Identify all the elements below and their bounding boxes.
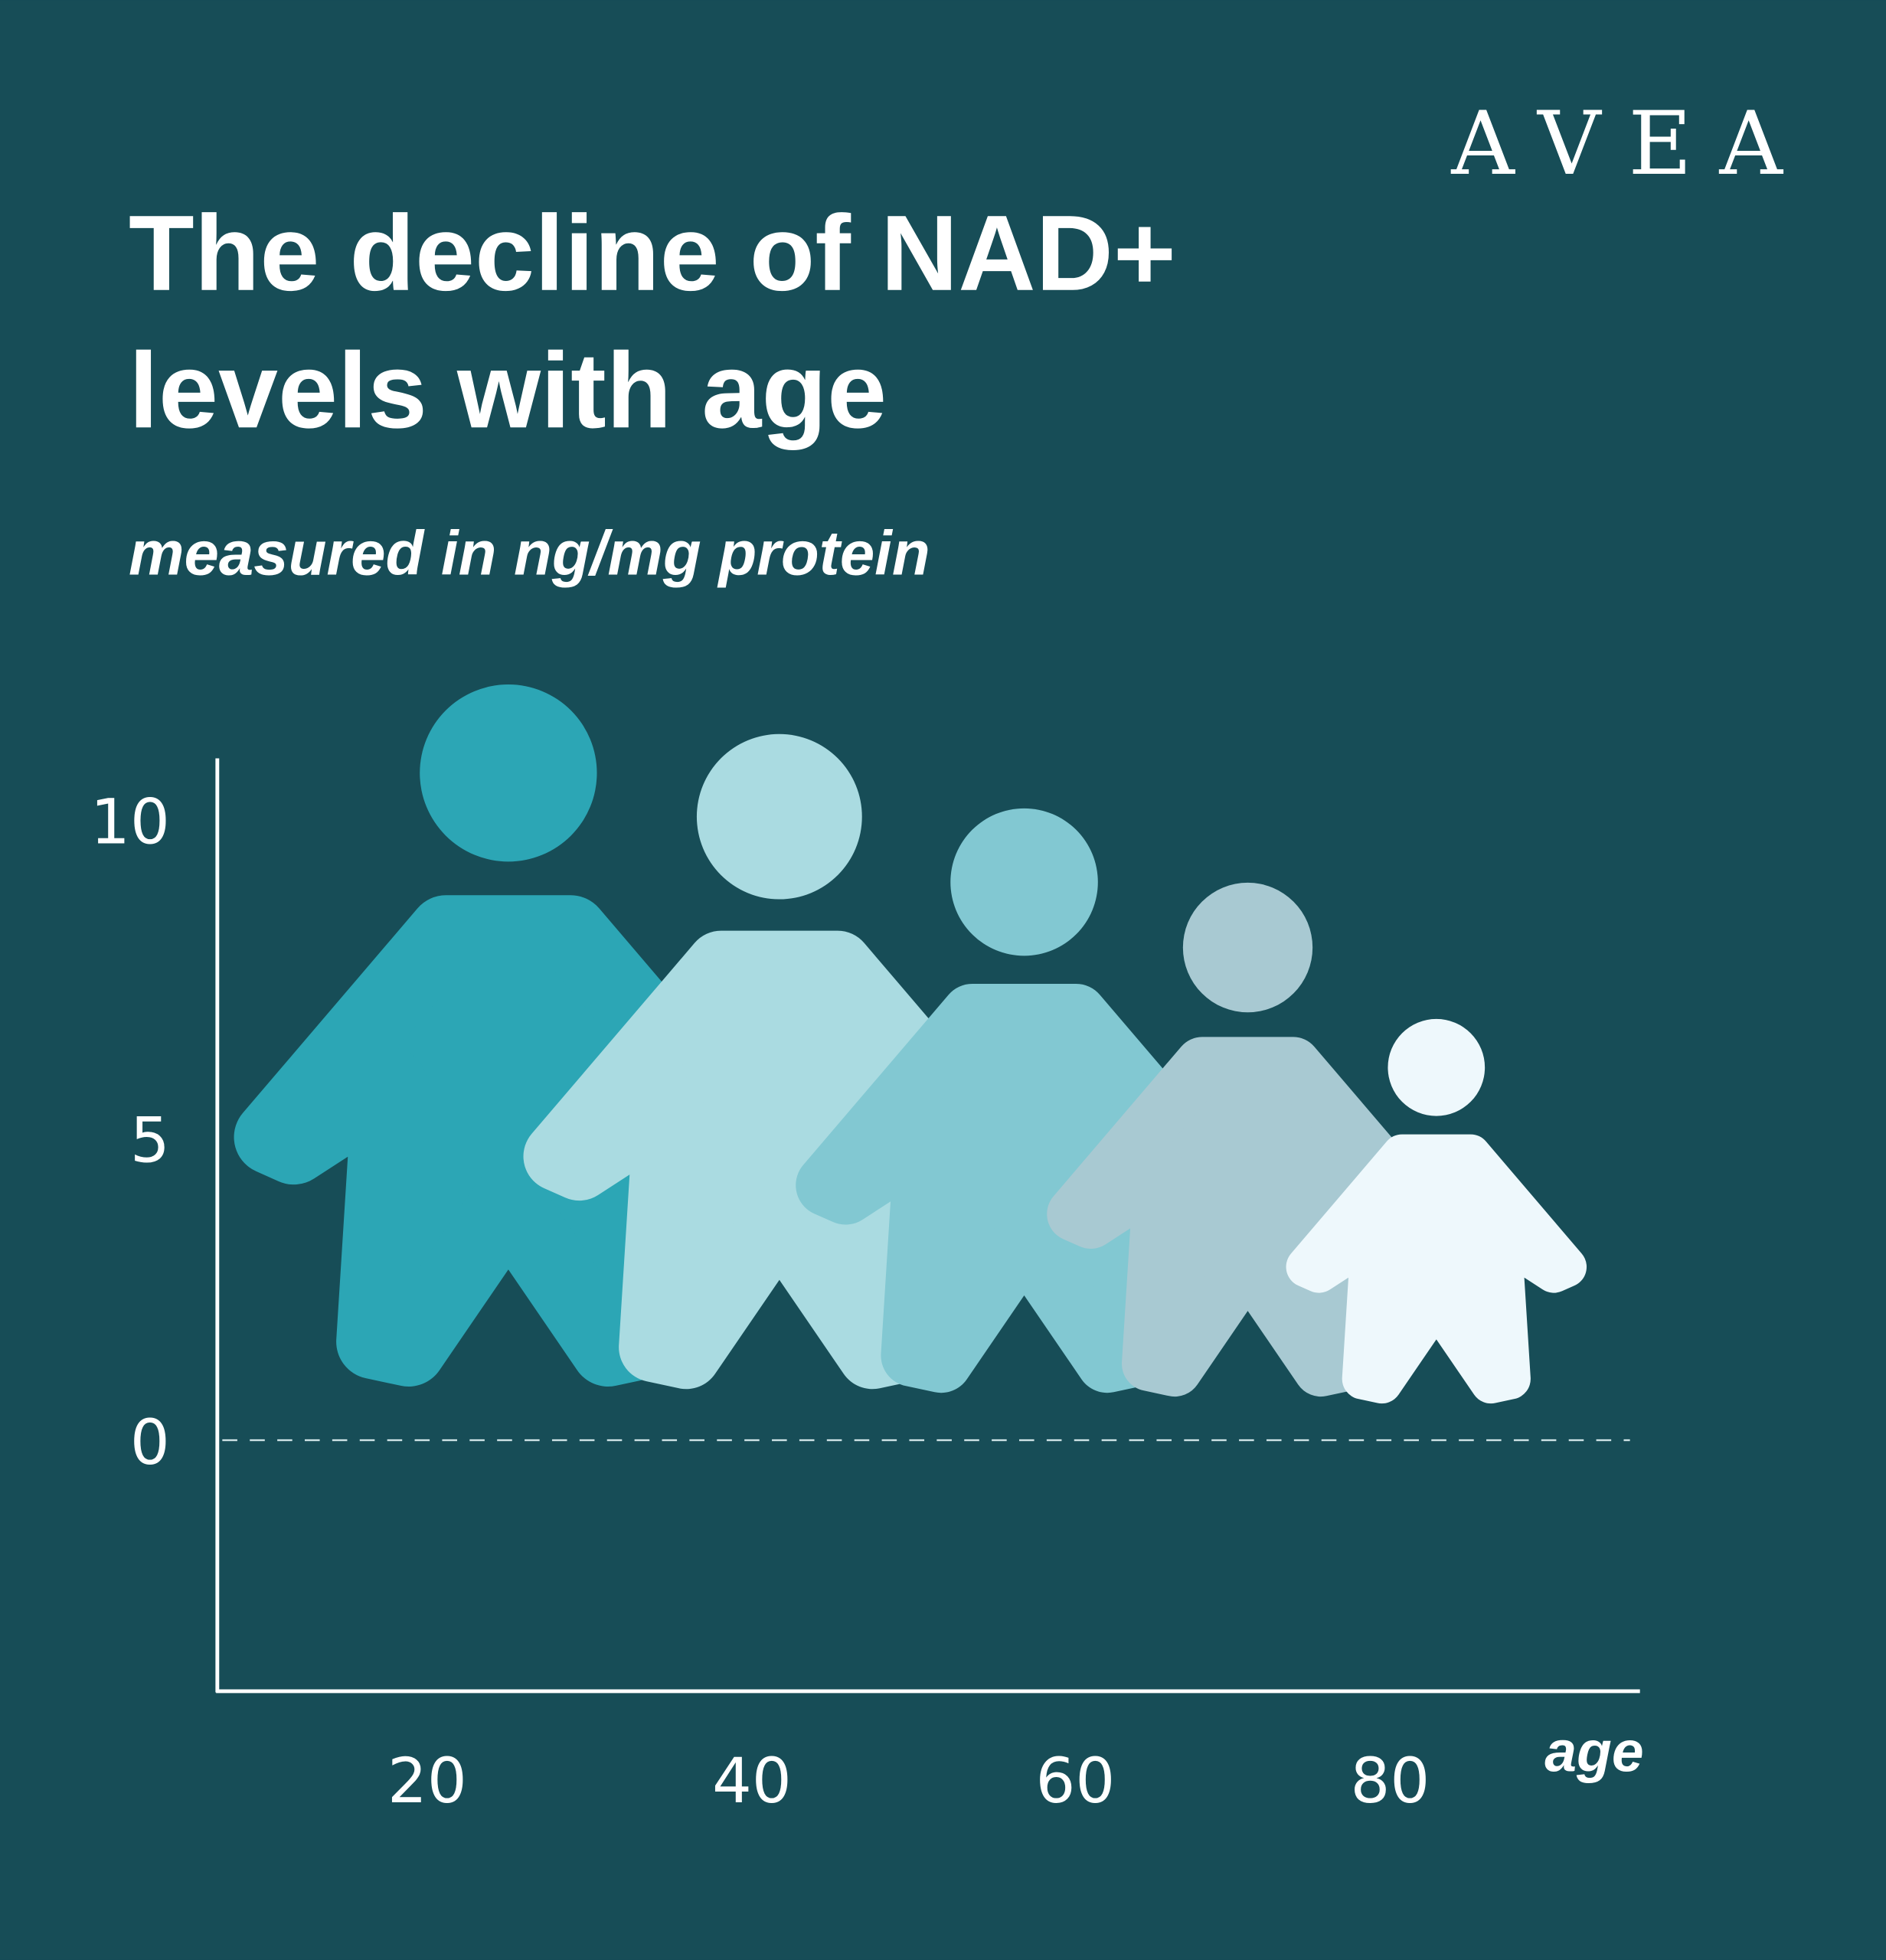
figures-group: [234, 684, 1587, 1404]
x-tick-label: 80: [1351, 1745, 1430, 1818]
figure-head: [696, 733, 862, 900]
figure-head: [1182, 882, 1313, 1013]
x-tick-label: 40: [712, 1745, 792, 1818]
figure-body: [1286, 1134, 1587, 1404]
figure-head: [420, 684, 597, 862]
person-icon: [1286, 1018, 1587, 1404]
figure-head: [1388, 1018, 1486, 1116]
y-tick-label: 10: [90, 786, 170, 858]
chart-title-line-2: levels with age: [129, 330, 887, 450]
y-tick-label: 0: [130, 1406, 170, 1479]
y-tick-label: 5: [130, 1104, 170, 1177]
chart-subtitle: measured in ng/mg protein: [129, 519, 930, 589]
x-axis-label: age: [1544, 1719, 1643, 1783]
avea-logo: AVEA: [1450, 93, 1810, 194]
x-tick-label: 60: [1036, 1745, 1116, 1818]
figure-head: [950, 808, 1098, 956]
chart-title-line-1: The decline of NAD+: [129, 193, 1176, 313]
x-tick-label: 20: [387, 1745, 467, 1818]
